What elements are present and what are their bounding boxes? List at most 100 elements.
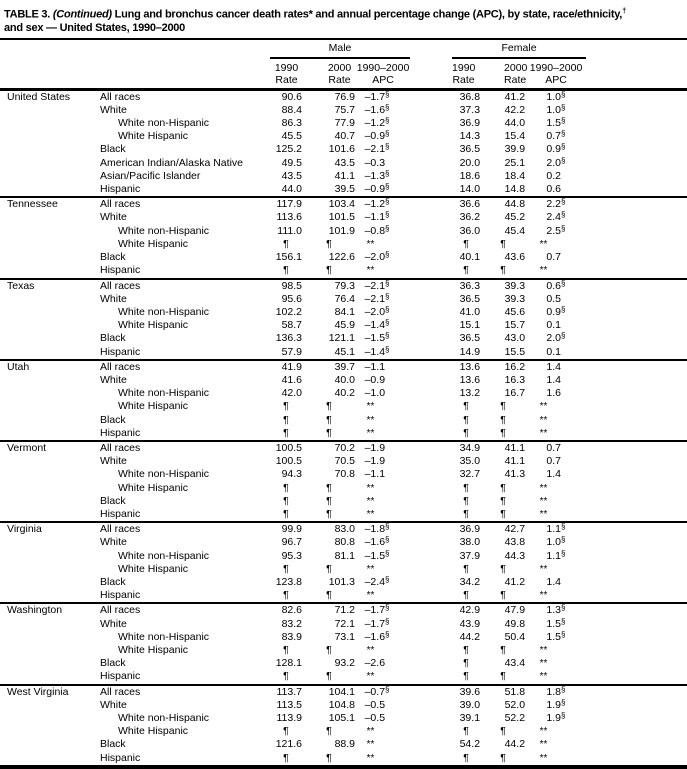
column-gap [410,508,452,522]
rate-cell: ¶ [463,670,469,683]
rate-cell: 50.4 [504,630,526,643]
column-gap [410,725,452,738]
race-label-cell: Black [100,143,126,156]
right-margin [586,644,687,657]
right-margin [586,738,687,751]
race-label-cell: White non-Hispanic [118,468,210,481]
female-column-group-header: Female [452,37,587,59]
column-gap [410,670,452,684]
rate-cell: 121.6 [275,738,302,751]
rate-cell: ¶ [283,751,289,764]
right-margin [586,495,687,508]
rate-cell: 70.8 [334,468,355,481]
column-gap [410,468,452,481]
right-margin [586,536,687,549]
state-section: West Virginia All races 113.7 104.1 –0.7§ 39.… [0,684,687,767]
rate-cell: 41.2 [504,90,526,103]
right-margin [586,211,687,224]
column-gap [410,170,452,183]
apc-cell: ** [539,265,548,277]
rate-cell: ¶ [500,562,506,575]
race-label-cell: White non-Hispanic [118,387,210,400]
race-label-cell: White non-Hispanic [118,117,210,130]
rate-cell: 15.7 [504,319,526,332]
rate-cell: 51.8 [504,685,526,698]
column-gap [410,657,452,670]
rate-cell: ¶ [463,237,469,250]
apc-cell: –1.2§ [364,197,390,211]
right-margin [586,400,687,413]
state-cell [0,670,100,684]
table-row: Black 136.3 121.1 –1.5§ 36.5 43.0 2.0§ [0,331,687,345]
race-label-cell: White non-Hispanic [118,549,210,562]
table-row: Hispanic ¶ ¶ ** ¶ ¶ ** [0,589,687,603]
table-row: United States All races 90.6 76.9 –1.7§ 36.8 4… [0,89,687,104]
apc-cell: –0.3 [364,156,386,169]
state-section: Vermont All races 100.5 70.2 –1.9 34.9 41.1 0.7… [0,440,687,522]
table-row: White non-Hispanic 95.3 81.1 –1.5§ 37.9 44.3 1… [0,549,687,563]
table-row: Hispanic 44.0 39.5 –0.9§ 14.0 14.8 0.6 [0,182,687,197]
apc-cell: 0.7 [546,455,562,468]
column-gap [410,157,452,170]
state-cell [0,183,100,197]
column-gap [410,251,452,264]
apc-cell: 0.7§ [546,129,566,143]
race-label-cell: Black [100,738,126,751]
race-label-cell: Hispanic [100,670,141,683]
rate-cell: ¶ [283,400,289,413]
rate-cell: 34.2 [459,575,481,588]
column-gap [410,522,452,536]
table-row: Hispanic ¶ ¶ ** ¶ ¶ ** [0,427,687,441]
right-margin [586,251,687,264]
race-label-cell: White [100,536,127,549]
column-gap [410,455,452,468]
state-cell [0,738,100,751]
apc-cell: –0.9 [364,373,386,386]
apc-cell: 2.2§ [546,197,566,211]
column-gap [410,441,452,455]
state-cell: Utah [7,360,30,373]
state-cell [0,117,100,130]
rate-cell: 83.2 [281,617,302,630]
apc-cell: 0.1 [546,319,562,332]
race-label-cell: Hispanic [100,426,141,439]
apc-cell: ** [539,644,548,656]
column-gap [410,89,452,104]
column-gap [410,225,452,238]
column-gap [410,427,452,441]
column-gap [410,699,452,712]
right-margin [586,117,687,130]
rate-cell: 70.5 [334,455,355,468]
rate-cell: 14.8 [504,183,526,196]
table-row: White non-Hispanic 113.9 105.1 –0.5 39.1 52.2… [0,711,687,725]
rate-cell: ¶ [283,413,289,426]
table-row: Hispanic ¶ ¶ ** ¶ ¶ ** [0,264,687,278]
apc-cell: 1.6 [546,387,562,400]
right-margin [586,455,687,468]
column-gap [410,387,452,400]
column-header-row: 1990 Rate 2000 Rate 1990–2000 APC 1990 Rate … [0,57,687,91]
rate-cell: 43.6 [504,251,526,264]
apc-cell: ** [366,671,375,683]
apc-cell: 0.9§ [546,304,566,318]
apc-cell: –1.8§ [364,522,390,536]
rate-cell: 40.0 [334,373,355,386]
rate-cell: ¶ [326,426,332,439]
rate-cell: 83.0 [334,523,355,536]
right-margin [586,387,687,400]
rate-cell: 44.8 [504,198,526,211]
rate-cell: 76.9 [334,90,355,103]
rate-cell: ¶ [326,589,332,602]
table-row: Black ¶ ¶ ** ¶ ¶ ** [0,495,687,508]
state-cell [0,576,100,589]
header-spacer-left [0,57,270,91]
column-gap [410,130,452,143]
rate-cell: 44.0 [281,183,302,196]
rate-cell: 40.1 [459,251,481,264]
race-label-cell: All races [100,198,141,211]
table-row: Black 156.1 122.6 –2.0§ 40.1 43.6 0.7 [0,250,687,264]
race-label-cell: Black [100,251,126,264]
race-label-cell: Hispanic [100,589,141,602]
rate-cell: 49.5 [281,156,302,169]
right-margin [586,631,687,644]
